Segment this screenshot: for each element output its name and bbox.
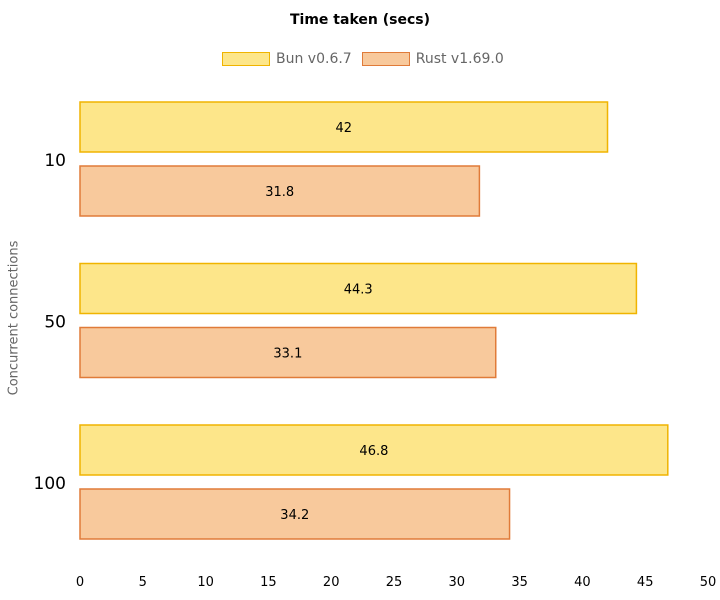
x-tick-label: 15: [260, 575, 277, 590]
chart-title: Time taken (secs): [290, 12, 430, 28]
x-tick-label: 45: [637, 575, 654, 590]
x-tick-label: 20: [323, 575, 340, 590]
legend: Bun v0.6.7 Rust v1.69.0: [222, 51, 504, 67]
x-tick-label: 0: [76, 575, 84, 590]
x-tick-label: 10: [197, 575, 214, 590]
bar-value-label: 34.2: [280, 508, 309, 523]
bar-value-label: 44.3: [344, 283, 373, 298]
bar-value-label: 42: [335, 121, 352, 136]
x-tick-label: 50: [700, 575, 717, 590]
y-tick-label-50: 50: [44, 313, 66, 333]
y-tick-label-10: 10: [44, 151, 66, 171]
bar-rust-10: [79, 165, 481, 217]
bar-bun-50: [79, 262, 638, 315]
x-tick-label: 30: [449, 575, 466, 590]
x-tick-label: 5: [139, 575, 147, 590]
x-tick-label: 25: [386, 575, 403, 590]
legend-swatch-rust: [361, 52, 410, 66]
bar-rust-100: [79, 488, 511, 540]
x-tick-label: 35: [511, 575, 528, 590]
bar-value-label: 46.8: [359, 444, 388, 459]
bar-bun-10: [79, 101, 609, 153]
legend-swatch-bun: [222, 52, 270, 66]
bar-value-label: 33.1: [273, 347, 302, 362]
x-tick-label: 40: [574, 575, 591, 590]
legend-item-rust[interactable]: Rust v1.69.0: [361, 51, 504, 67]
legend-item-bun[interactable]: Bun v0.6.7: [222, 51, 352, 67]
y-tick-label-100: 100: [34, 474, 66, 494]
bar-rust-50: [79, 326, 497, 379]
legend-label-rust: Rust v1.69.0: [415, 51, 504, 67]
bar-bun-100: [79, 424, 669, 476]
bar-value-label: 31.8: [265, 185, 294, 200]
legend-label-bun: Bun v0.6.7: [276, 51, 352, 67]
